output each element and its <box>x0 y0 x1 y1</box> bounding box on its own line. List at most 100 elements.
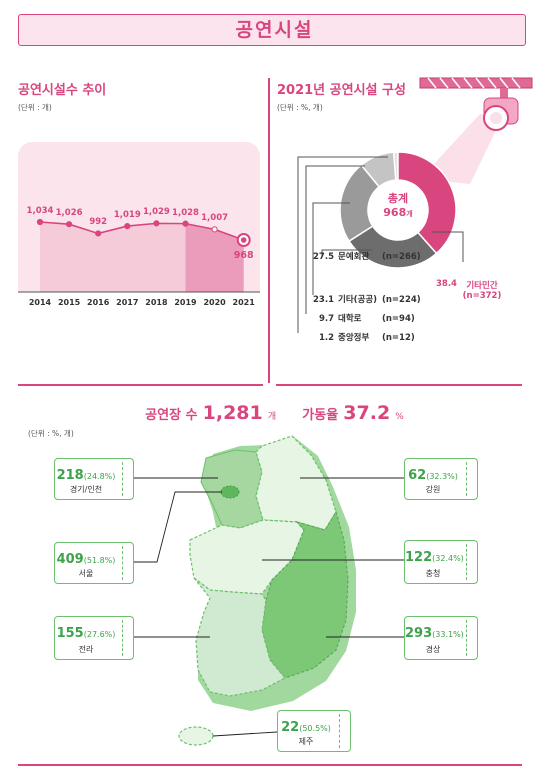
region-count: 218 <box>56 468 84 483</box>
region-gangwon <box>255 435 337 531</box>
spotlight-icon <box>419 77 533 184</box>
trend-point <box>95 230 102 237</box>
venues-label: 공연장 수 <box>145 408 198 423</box>
region-count: 409 <box>56 552 84 567</box>
region-seoul <box>220 485 240 499</box>
trend-line <box>39 221 244 241</box>
leader-line-3 <box>305 165 365 314</box>
region-pct: (27.6%) <box>83 630 116 639</box>
region-pct: (24.8%) <box>83 472 116 481</box>
trend-year-label: 2015 <box>57 298 81 307</box>
donut-slice <box>360 151 397 188</box>
trend-value-label: 1,028 <box>172 207 199 218</box>
leader-line-main <box>432 231 464 262</box>
trend-point <box>182 220 189 227</box>
legend-pct: 23.1 <box>313 295 334 305</box>
region-card: 218(24.8%) 경기/인천 <box>54 458 134 500</box>
donut-center-label: 총계 <box>387 192 409 205</box>
region-name: 충청 <box>425 569 441 578</box>
trend-unit: (단위 : 개) <box>18 103 52 112</box>
bottom-divider <box>18 764 522 766</box>
ticket-perforation <box>339 714 340 748</box>
region-name: 경상 <box>425 645 441 654</box>
main-item-label: 기타민간 (n=372) <box>462 279 502 301</box>
rate-label: 가동율 <box>302 408 339 423</box>
ticket-perforation <box>122 620 123 656</box>
region-count: 22 <box>281 720 300 735</box>
legend-count: (n=224) <box>382 295 421 305</box>
trend-value-label: 968 <box>233 250 254 261</box>
ticket-perforation <box>122 546 123 580</box>
region-name: 전라 <box>78 645 94 654</box>
region-pct: (32.3%) <box>426 472 458 481</box>
main-item-name: 기타민간 <box>466 281 498 291</box>
legend-name: 기타(공공) <box>338 295 378 305</box>
donut-center: 총계 968개 <box>370 190 426 219</box>
region-name: 경기/인천 <box>69 485 103 494</box>
region-card: 293(33.1%) 경상 <box>404 616 478 660</box>
legend-count: (n=266) <box>382 252 421 262</box>
legend-pct: 1.2 <box>318 333 334 343</box>
donut-slice <box>348 225 438 269</box>
legend-count: (n=12) <box>382 333 415 343</box>
region-name: 제주 <box>298 737 314 746</box>
donut-slice <box>397 151 457 255</box>
composition-legend-row: 9.7 대학로 (n=94) <box>312 312 415 324</box>
trend-value-label: 1,034 <box>26 206 54 216</box>
region-chungcheong <box>189 519 305 595</box>
region-count: 62 <box>408 468 427 483</box>
region-stat: 122(32.4%) <box>405 546 464 565</box>
legend-name: 중앙정부 <box>338 333 370 343</box>
leader-seoul <box>132 491 222 563</box>
header-banner <box>18 14 526 46</box>
donut-center-value: 968개 <box>383 206 413 219</box>
trend-year-label: 2020 <box>203 298 226 307</box>
map-unit: (단위 : %, 개) <box>28 429 74 438</box>
trend-year-label: 2019 <box>174 298 197 307</box>
donut-hole <box>369 181 427 239</box>
composition-legend-row: 23.1 기타(공공) (n=224) <box>312 293 421 305</box>
leader-jeju <box>212 731 278 737</box>
venues-unit: 개 <box>267 412 277 422</box>
ticket-perforation <box>466 544 467 580</box>
vertical-divider <box>268 78 270 383</box>
region-jeolla <box>193 577 286 697</box>
trend-point <box>66 221 73 228</box>
ticket-perforation <box>122 462 123 496</box>
ticket-perforation <box>466 462 467 496</box>
region-stat: 22(50.5%) <box>278 716 334 735</box>
trend-point <box>36 218 44 226</box>
region-gyeongsang <box>261 510 349 679</box>
page-title: 공연시설 <box>235 19 314 41</box>
donut-slice <box>339 164 381 243</box>
trend-value-label: 992 <box>89 217 108 228</box>
region-card: 62(32.3%) 강원 <box>404 458 478 500</box>
trend-value-label: 1,007 <box>201 213 229 224</box>
horizontal-divider-right <box>276 384 522 386</box>
region-card: 155(27.6%) 전라 <box>54 616 134 660</box>
trend-year-label: 2018 <box>145 298 168 307</box>
region-stat: 293(33.1%) <box>405 622 464 641</box>
leader-line-2 <box>312 202 350 295</box>
legend-pct: 9.7 <box>318 314 334 324</box>
region-card: 22(50.5%) 제주 <box>277 710 351 752</box>
main-item-count: (n=372) <box>462 291 502 301</box>
legend-pct: 27.5 <box>313 252 334 262</box>
trend-year-label: 2014 <box>28 298 52 307</box>
composition-legend-row: 27.5 문예회관 (n=266) <box>312 250 421 262</box>
main-item-pct: 38.4 <box>436 279 457 289</box>
trend-title: 공연시설수 추이 <box>18 83 107 98</box>
horizontal-divider-left <box>18 384 263 386</box>
rate-value: 37.2 <box>343 402 391 424</box>
venues-value: 1,281 <box>202 402 263 424</box>
region-jeju <box>178 726 214 746</box>
trend-value-label: 1,019 <box>113 210 141 221</box>
legend-name: 대학로 <box>338 314 362 324</box>
trend-point <box>211 226 218 233</box>
region-count: 293 <box>405 626 433 641</box>
trend-year-label: 2016 <box>87 298 110 307</box>
region-card: 409(51.8%) 서울 <box>54 542 134 584</box>
region-card: 122(32.4%) 충청 <box>404 540 478 584</box>
trend-value-label: 1,029 <box>142 207 170 218</box>
